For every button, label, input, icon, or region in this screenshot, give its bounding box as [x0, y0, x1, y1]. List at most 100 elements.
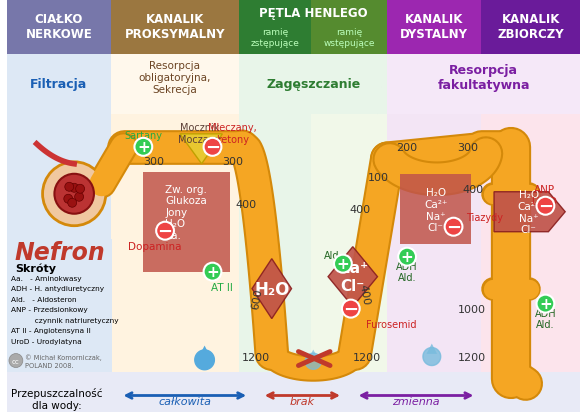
Text: −: −: [205, 138, 220, 157]
Text: ramię
wstępujące: ramię wstępujące: [324, 28, 375, 47]
Text: 600: 600: [250, 288, 264, 310]
Polygon shape: [494, 192, 565, 232]
Circle shape: [70, 184, 79, 193]
Bar: [311, 55, 387, 114]
Text: +: +: [336, 256, 349, 271]
Text: 400: 400: [463, 184, 484, 194]
Text: brak: brak: [290, 396, 315, 406]
Polygon shape: [199, 346, 211, 357]
Bar: [481, 0, 580, 55]
Text: Resorpcja
obligatoryjna,
Sekrecja: Resorpcja obligatoryjna, Sekrecja: [139, 61, 211, 94]
Text: +: +: [539, 297, 552, 311]
Text: Mocznik
Moczany: Mocznik Moczany: [178, 123, 221, 144]
Text: 300: 300: [143, 157, 164, 166]
Text: ramię
zstępujące: ramię zstępujące: [251, 28, 300, 47]
Bar: [481, 55, 580, 114]
Circle shape: [65, 183, 74, 192]
Circle shape: [536, 295, 554, 313]
Circle shape: [135, 138, 152, 157]
Bar: [400, 174, 472, 244]
Polygon shape: [305, 353, 321, 370]
Circle shape: [75, 185, 85, 194]
Text: 1000: 1000: [458, 304, 486, 314]
Text: 300: 300: [222, 157, 243, 166]
Text: 1200: 1200: [353, 352, 380, 362]
Text: +: +: [137, 140, 150, 155]
Bar: [111, 55, 239, 114]
Text: H₂O
Ca²⁺
Na⁺
Cl⁻: H₂O Ca²⁺ Na⁺ Cl⁻: [517, 190, 541, 235]
Text: ANP
UroD: ANP UroD: [531, 185, 557, 206]
Polygon shape: [195, 350, 215, 370]
Text: Filtracja: Filtracja: [30, 78, 88, 91]
Text: Mleczany,
ketony: Mleczany, ketony: [208, 123, 256, 144]
Bar: [7, 372, 580, 413]
Bar: [239, 114, 311, 372]
Text: ANP - Przedsionkowy: ANP - Przedsionkowy: [11, 306, 88, 312]
Text: ADH
Ald.: ADH Ald.: [396, 261, 418, 283]
Circle shape: [204, 138, 222, 157]
Bar: [7, 114, 111, 372]
Polygon shape: [426, 344, 437, 354]
Text: Skróty: Skróty: [15, 263, 56, 273]
Bar: [7, 239, 112, 372]
Circle shape: [68, 199, 77, 208]
Bar: [387, 0, 481, 55]
Text: +: +: [401, 249, 414, 265]
Text: KANALIK
DYSTALNY: KANALIK DYSTALNY: [400, 13, 468, 41]
Text: AT II - Angiotensyna II: AT II - Angiotensyna II: [11, 327, 90, 333]
Bar: [311, 0, 387, 55]
Bar: [7, 55, 111, 114]
Text: −: −: [538, 197, 553, 215]
Circle shape: [342, 300, 360, 318]
Text: 200: 200: [397, 142, 418, 152]
Text: całkowita: całkowita: [158, 396, 211, 406]
Polygon shape: [423, 348, 441, 366]
Circle shape: [156, 222, 174, 240]
Circle shape: [64, 195, 72, 204]
Bar: [239, 55, 311, 114]
Text: H₂O: H₂O: [254, 280, 289, 298]
Text: KANALIK
PROKSYMALNY: KANALIK PROKSYMALNY: [125, 13, 225, 41]
Bar: [387, 114, 481, 372]
Bar: [7, 0, 111, 55]
Bar: [239, 0, 311, 55]
Text: Furosemid: Furosemid: [365, 319, 416, 329]
Text: Przepuszczalność
dla wody:: Przepuszczalność dla wody:: [10, 387, 102, 410]
Text: Ald.   - Aldosteron: Ald. - Aldosteron: [11, 296, 77, 302]
Text: AT II: AT II: [212, 282, 233, 292]
Text: H₂O
Ca²⁺
Na⁺
Cl⁻: H₂O Ca²⁺ Na⁺ Cl⁻: [424, 188, 447, 233]
Text: +: +: [206, 264, 219, 280]
Text: Sartany: Sartany: [124, 131, 162, 140]
Circle shape: [55, 174, 94, 214]
Text: Tiazydy: Tiazydy: [466, 212, 503, 222]
Text: PĘTLA HENLEGO: PĘTLA HENLEGO: [259, 7, 368, 20]
Text: Zw. org.
Glukoza
Jony
H₂O
Aa.: Zw. org. Glukoza Jony H₂O Aa.: [165, 184, 207, 240]
Text: Na⁺
Cl⁻: Na⁺ Cl⁻: [337, 261, 368, 293]
Text: POLAND 2008.: POLAND 2008.: [25, 362, 74, 368]
Circle shape: [204, 263, 222, 281]
Circle shape: [75, 193, 84, 202]
Text: ADH - H. antydiuretyczny: ADH - H. antydiuretyczny: [11, 285, 104, 292]
Text: Dopamina: Dopamina: [128, 241, 182, 251]
Bar: [143, 172, 230, 272]
Text: 1200: 1200: [458, 352, 487, 362]
Circle shape: [536, 197, 554, 215]
Text: cc: cc: [12, 358, 20, 364]
Bar: [311, 114, 387, 372]
Polygon shape: [252, 259, 292, 319]
Circle shape: [42, 162, 106, 226]
Text: Resorpcja
fakultatywna: Resorpcja fakultatywna: [437, 64, 530, 92]
Text: −: −: [158, 222, 173, 240]
Bar: [111, 114, 239, 372]
Circle shape: [334, 255, 352, 273]
Text: KANALIK
ZBIORCZY: KANALIK ZBIORCZY: [497, 13, 564, 41]
Bar: [387, 55, 481, 114]
Text: Zagęszczanie: Zagęszczanie: [266, 78, 360, 91]
Text: Ald.: Ald.: [324, 250, 342, 260]
Text: UroD - Urodylatyna: UroD - Urodylatyna: [11, 338, 82, 344]
Text: © Michał Komorniczak,: © Michał Komorniczak,: [25, 354, 102, 360]
Bar: [481, 114, 580, 372]
Circle shape: [445, 218, 462, 236]
Text: Nefron: Nefron: [15, 240, 106, 264]
Bar: [111, 0, 239, 55]
